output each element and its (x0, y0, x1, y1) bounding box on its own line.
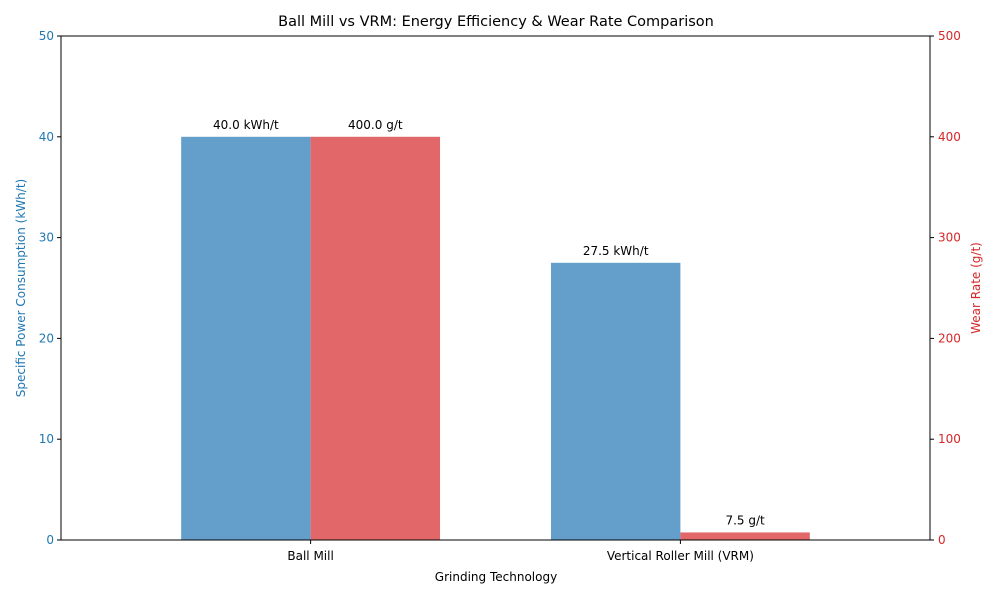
y-axis-left-label: Specific Power Consumption (kWh/t) (14, 179, 28, 397)
power-bar (181, 136, 311, 541)
y-right-tick-label: 400 (938, 130, 961, 144)
x-axis-label: Grinding Technology (435, 570, 557, 584)
y-right-tick-label: 0 (938, 533, 946, 547)
power-bar (550, 262, 681, 540)
left-axis-ticks: 0 10 20 30 40 50 (39, 29, 61, 547)
y-left-tick-label: 0 (46, 533, 54, 547)
y-right-tick-label: 300 (938, 231, 961, 245)
plot-frame (60, 35, 931, 541)
y-left-tick-label: 20 (39, 331, 54, 345)
wear-bar (310, 136, 441, 541)
x-tick-label: Ball Mill (287, 549, 333, 563)
right-axis-ticks: 0 100 200 300 400 500 (930, 29, 961, 547)
y-right-tick-label: 500 (938, 29, 961, 43)
data-labels-layer: 40.0 kWh/t 400.0 g/t 27.5 kWh/t 7.5 g/t (213, 118, 765, 528)
x-tick-label: Vertical Roller Mill (VRM) (607, 549, 754, 563)
y-right-tick-label: 200 (938, 331, 961, 345)
wear-bar (680, 532, 810, 540)
y-left-tick-label: 40 (39, 130, 54, 144)
y-axis-right-label: Wear Rate (g/t) (969, 242, 983, 334)
y-left-tick-label: 10 (39, 432, 54, 446)
x-axis-ticks: Ball Mill Vertical Roller Mill (VRM) (287, 540, 754, 563)
wear-data-label: 400.0 g/t (348, 118, 403, 132)
power-data-label: 27.5 kWh/t (583, 244, 649, 258)
wear-data-label: 7.5 g/t (725, 513, 765, 527)
chart-title: Ball Mill vs VRM: Energy Efficiency & We… (278, 14, 714, 30)
y-right-tick-label: 100 (938, 432, 961, 446)
y-left-tick-label: 50 (39, 29, 54, 43)
bars-layer (181, 136, 810, 541)
power-data-label: 40.0 kWh/t (213, 118, 279, 132)
y-left-tick-label: 30 (39, 231, 54, 245)
